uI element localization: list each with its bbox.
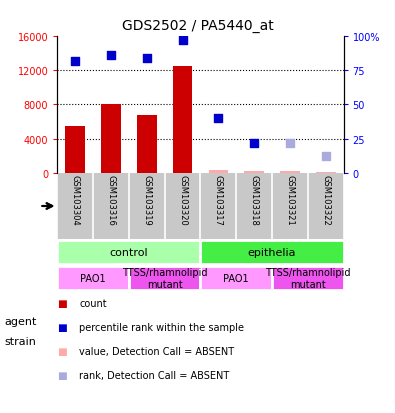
Text: ■: ■: [57, 370, 67, 380]
Text: strain: strain: [4, 336, 36, 346]
Point: [323, 154, 329, 160]
Text: GSM103304: GSM103304: [71, 175, 80, 225]
Text: ■: ■: [57, 347, 67, 356]
Text: value, Detection Call = ABSENT: value, Detection Call = ABSENT: [79, 347, 234, 356]
Text: rank, Detection Call = ABSENT: rank, Detection Call = ABSENT: [79, 370, 229, 380]
Point: [144, 56, 150, 62]
Point: [108, 53, 114, 59]
Bar: [245, 171, 264, 173]
Bar: [101, 105, 121, 173]
Text: PAO1: PAO1: [80, 273, 106, 283]
Text: GSM103319: GSM103319: [142, 175, 151, 225]
Text: ■: ■: [57, 299, 67, 309]
Text: agent: agent: [4, 316, 36, 326]
Text: TTSS/rhamnolipid
mutant: TTSS/rhamnolipid mutant: [265, 268, 351, 289]
Text: GSM103316: GSM103316: [107, 175, 115, 225]
Bar: [209, 171, 228, 173]
Text: epithelia: epithelia: [248, 248, 296, 258]
Bar: [137, 115, 156, 173]
Text: GSM103320: GSM103320: [178, 175, 187, 225]
Bar: [65, 126, 85, 173]
Text: GSM103318: GSM103318: [250, 175, 259, 225]
Bar: [57, 266, 129, 291]
Text: PAO1: PAO1: [224, 273, 249, 283]
Text: GDS2502 / PA5440_at: GDS2502 / PA5440_at: [122, 19, 273, 33]
Bar: [173, 67, 192, 173]
Text: TTSS/rhamnolipid
mutant: TTSS/rhamnolipid mutant: [122, 268, 207, 289]
Point: [179, 38, 186, 45]
Bar: [280, 172, 300, 173]
Bar: [129, 266, 201, 291]
Text: GSM103321: GSM103321: [286, 175, 294, 225]
Point: [215, 116, 222, 122]
Text: count: count: [79, 299, 107, 309]
Bar: [272, 266, 344, 291]
Text: control: control: [109, 248, 148, 258]
Text: ■: ■: [57, 323, 67, 332]
Bar: [57, 241, 201, 264]
Bar: [201, 266, 272, 291]
Point: [72, 58, 78, 65]
Bar: [201, 241, 344, 264]
Text: percentile rank within the sample: percentile rank within the sample: [79, 323, 244, 332]
Text: GSM103322: GSM103322: [321, 175, 330, 225]
Point: [251, 140, 257, 147]
Point: [287, 140, 293, 147]
Text: GSM103317: GSM103317: [214, 175, 223, 225]
